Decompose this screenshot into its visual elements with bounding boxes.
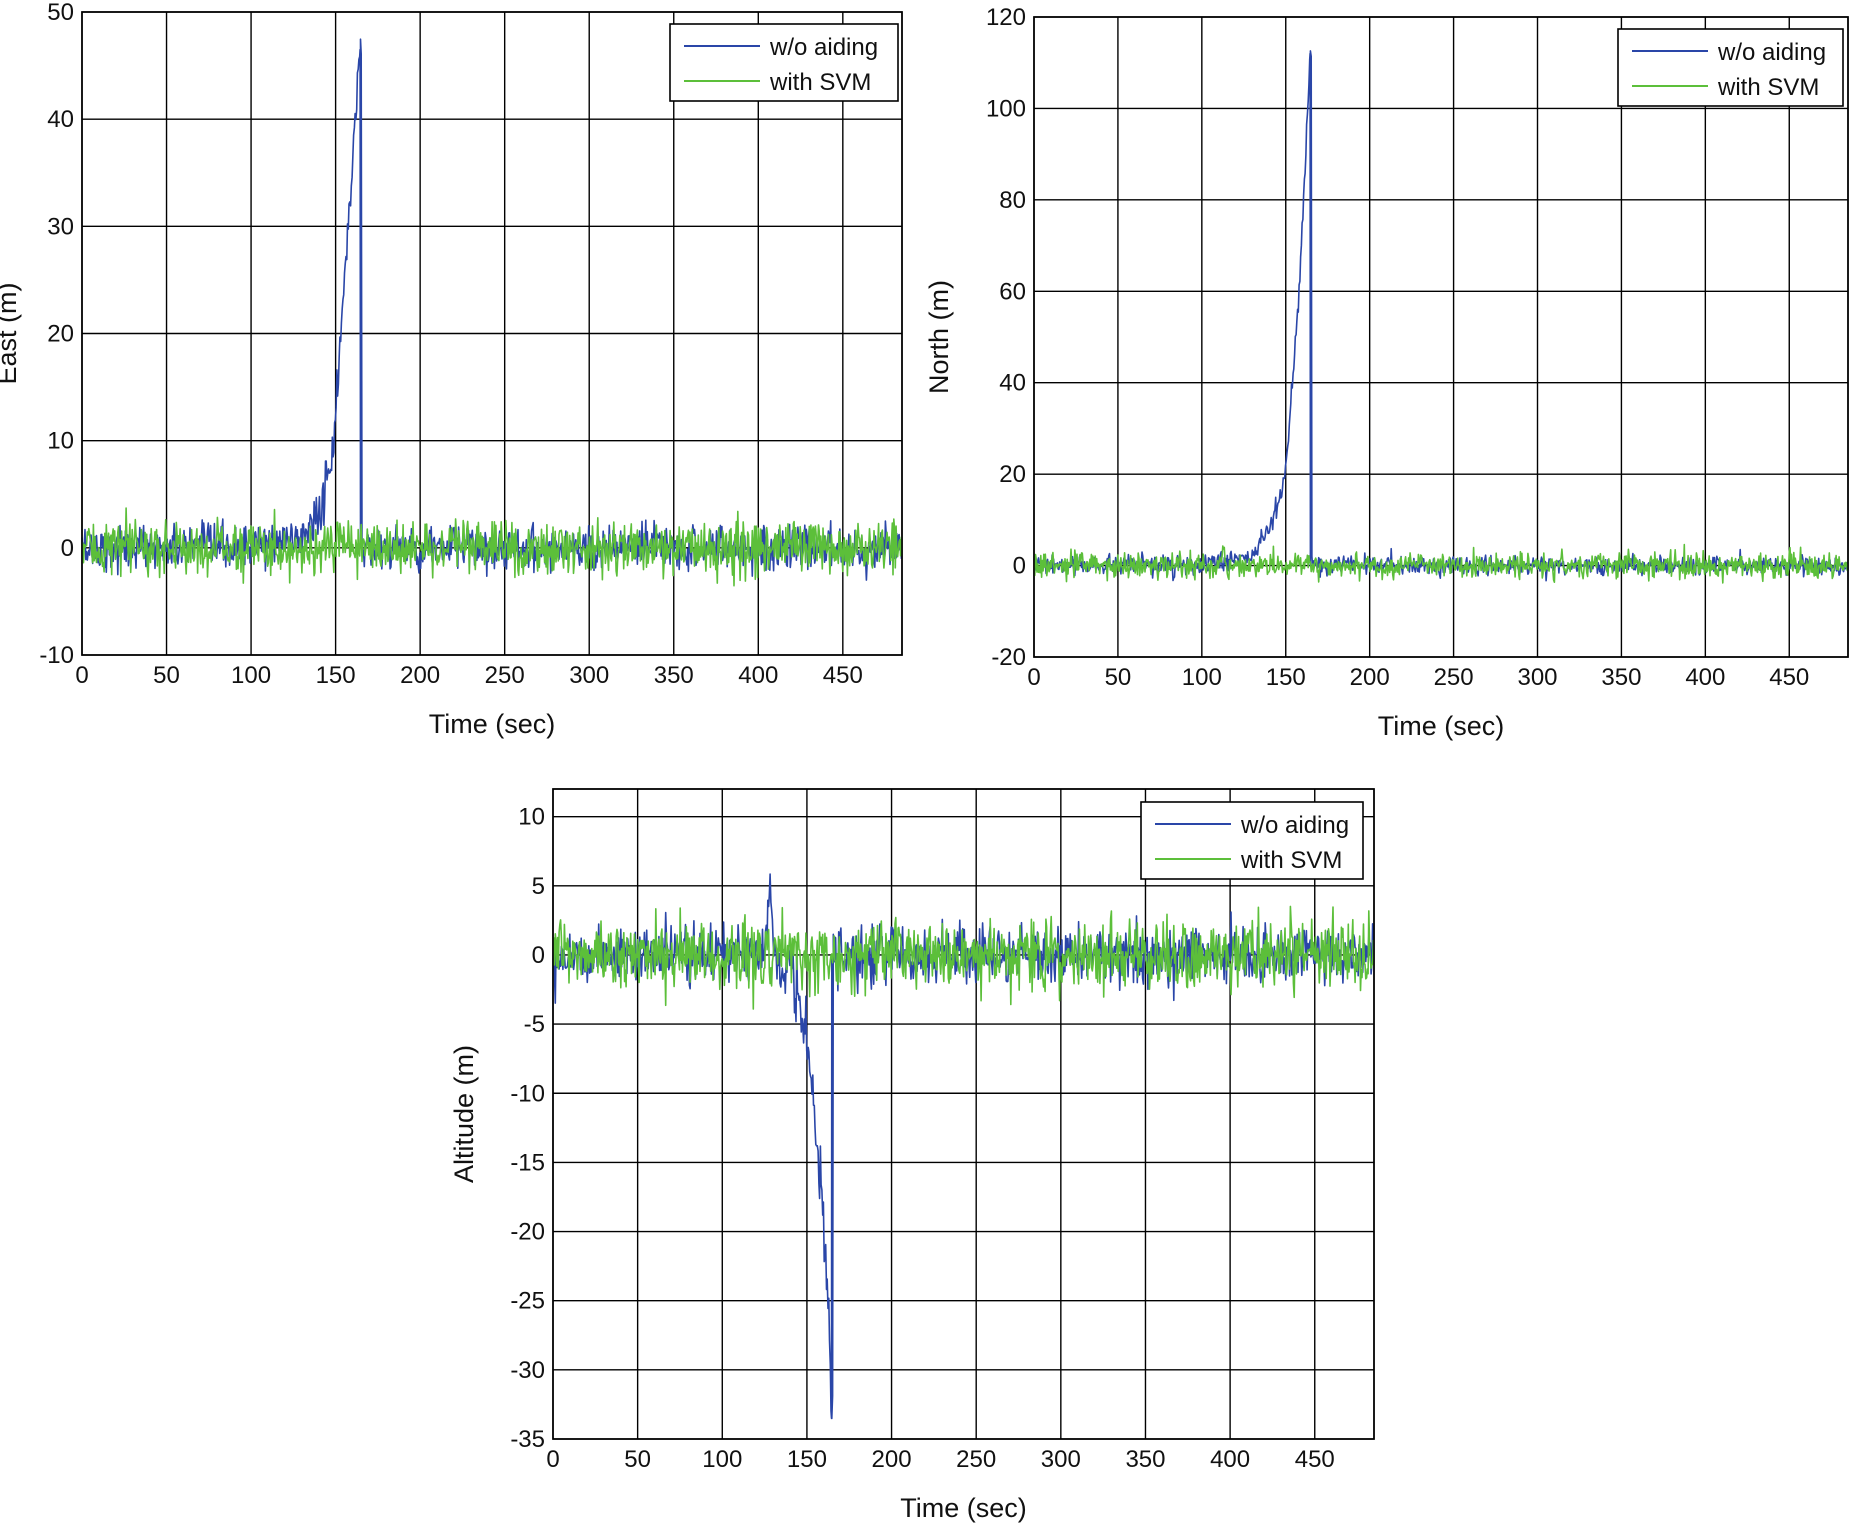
- legend-label: w/o aiding: [1240, 812, 1349, 839]
- y-axis-label: Altitude (m): [449, 1045, 479, 1183]
- x-axis-label: Time (sec): [900, 1493, 1027, 1523]
- x-tick-label: 300: [1517, 664, 1557, 691]
- plot-area: [552, 788, 1375, 1440]
- x-tick-label: 50: [153, 662, 180, 689]
- x-tick-label: 150: [1266, 664, 1306, 691]
- y-tick-label: 10: [47, 428, 74, 455]
- y-tick-label: 20: [47, 321, 74, 348]
- x-tick-label: 200: [400, 662, 440, 689]
- y-tick-label: 40: [47, 106, 74, 133]
- legend-label: with SVM: [1240, 847, 1342, 874]
- legend: w/o aiding with SVM: [1617, 28, 1844, 107]
- x-tick-label: 300: [1041, 1446, 1081, 1473]
- x-tick-label: 350: [1125, 1446, 1165, 1473]
- x-tick-label: 200: [1350, 664, 1390, 691]
- legend-box: [1140, 801, 1364, 880]
- y-tick-label: -15: [510, 1149, 545, 1176]
- y-tick-label: 120: [986, 4, 1026, 31]
- y-tick-label: -25: [510, 1288, 545, 1315]
- y-tick-label: 60: [999, 278, 1026, 305]
- plot-frame: [1033, 16, 1849, 658]
- x-tick-label: 100: [1182, 664, 1222, 691]
- plot-frame: [552, 788, 1375, 1440]
- legend: w/o aiding with SVM: [669, 23, 899, 102]
- x-tick-label: 400: [738, 662, 778, 689]
- x-tick-label: 150: [787, 1446, 827, 1473]
- chart-panel-3: 0 50 100 150 200 250 300 350 400 450-35-30-25-20-…: [449, 788, 1375, 1523]
- y-tick-label: 0: [532, 942, 545, 969]
- legend-label: with SVM: [1717, 74, 1819, 101]
- legend: w/o aiding with SVM: [1140, 801, 1364, 880]
- series-line-with-svm: [1033, 543, 1849, 584]
- legend-label: w/o aiding: [769, 34, 878, 61]
- x-tick-label: 250: [485, 662, 525, 689]
- x-tick-label: 350: [654, 662, 694, 689]
- x-tick-label: 350: [1601, 664, 1641, 691]
- y-tick-label: -5: [524, 1011, 545, 1038]
- legend-box: [669, 23, 899, 102]
- x-axis-label: Time (sec): [429, 709, 556, 739]
- y-tick-label: -20: [510, 1219, 545, 1246]
- x-tick-label: 0: [75, 662, 88, 689]
- x-tick-label: 400: [1210, 1446, 1250, 1473]
- y-tick-label: 5: [532, 873, 545, 900]
- chart-panel-2: 0 50 100 150 200 250 300 350 400 450-200204060801…: [924, 4, 1849, 741]
- y-tick-label: -10: [510, 1080, 545, 1107]
- x-tick-label: 450: [823, 662, 863, 689]
- y-tick-label: 0: [61, 535, 74, 562]
- x-tick-label: 50: [1105, 664, 1132, 691]
- x-tick-label: 400: [1685, 664, 1725, 691]
- y-tick-label: -10: [39, 642, 74, 669]
- x-tick-label: 100: [702, 1446, 742, 1473]
- y-tick-label: -20: [991, 644, 1026, 671]
- y-axis-label: East (m): [0, 282, 22, 384]
- y-tick-label: 30: [47, 213, 74, 240]
- plot-frame: [81, 11, 903, 656]
- y-tick-label: 40: [999, 370, 1026, 397]
- x-tick-label: 100: [231, 662, 271, 689]
- x-tick-label: 300: [569, 662, 609, 689]
- legend-box: [1617, 28, 1844, 107]
- x-tick-label: 50: [624, 1446, 651, 1473]
- x-axis-label: Time (sec): [1378, 711, 1505, 741]
- y-tick-label: 10: [518, 804, 545, 831]
- y-tick-label: 100: [986, 95, 1026, 122]
- series-line-with-svm: [552, 905, 1375, 1010]
- x-tick-label: 450: [1769, 664, 1809, 691]
- x-tick-label: 0: [546, 1446, 559, 1473]
- y-tick-label: 20: [999, 461, 1026, 488]
- x-tick-label: 0: [1027, 664, 1040, 691]
- chart-panel-1: 0 50 100 150 200 250 300 350 400 450-100102030405…: [0, 0, 903, 739]
- y-axis-label: North (m): [924, 280, 954, 394]
- legend-label: with SVM: [769, 69, 871, 96]
- x-tick-label: 250: [956, 1446, 996, 1473]
- x-tick-label: 250: [1434, 664, 1474, 691]
- series-line-with-svm: [81, 507, 903, 587]
- legend-label: w/o aiding: [1717, 39, 1826, 66]
- y-tick-label: -35: [510, 1426, 545, 1453]
- x-tick-label: 450: [1295, 1446, 1335, 1473]
- plot-area: [1033, 16, 1849, 658]
- y-tick-label: 50: [47, 0, 74, 26]
- x-tick-label: 150: [316, 662, 356, 689]
- x-tick-label: 200: [872, 1446, 912, 1473]
- y-tick-label: 0: [1013, 553, 1026, 580]
- y-tick-label: 80: [999, 187, 1026, 214]
- y-tick-label: -30: [510, 1357, 545, 1384]
